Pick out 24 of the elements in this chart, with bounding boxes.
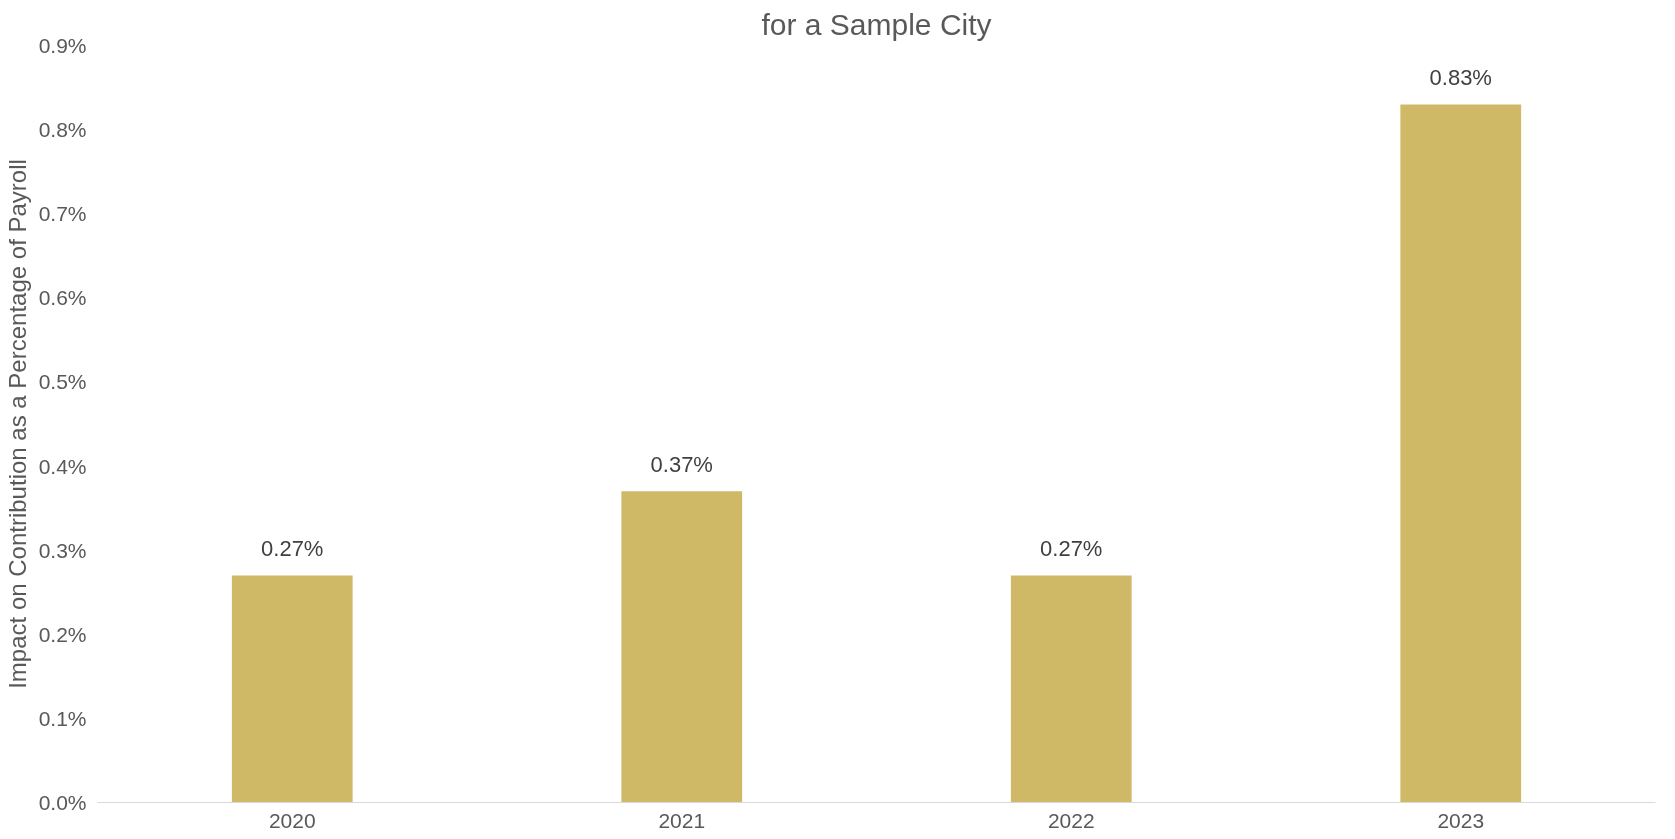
x-tick-label: 2023 [1437,808,1485,832]
y-tick-label: 0.4% [38,454,87,478]
x-tick-label: 2022 [1047,808,1095,832]
y-tick-label: 0.5% [38,370,87,394]
y-tick-label: 0.7% [38,202,87,226]
y-tick-label: 0.2% [38,622,87,646]
y-axis-title: Impact on Contribution as a Percentage of Payroll [3,159,31,689]
y-tick-label: 0.1% [38,706,87,730]
data-label: 0.83% [1429,65,1492,91]
bar [621,491,743,803]
bar [231,575,353,803]
y-tick-label: 0.0% [38,791,87,814]
y-tick-label: 0.8% [38,118,87,142]
data-label: 0.27% [261,536,324,562]
data-label: 0.37% [650,452,713,478]
bar [1010,575,1132,803]
x-tick-label: 2020 [268,808,316,832]
y-tick-label: 0.3% [38,538,87,562]
chart-title: for a Sample City [761,7,992,41]
y-tick-label: 0.9% [38,34,87,57]
bar [1400,104,1522,803]
data-label: 0.27% [1040,536,1103,562]
y-tick-label: 0.6% [38,286,87,310]
x-tick-label: 2021 [658,808,706,832]
